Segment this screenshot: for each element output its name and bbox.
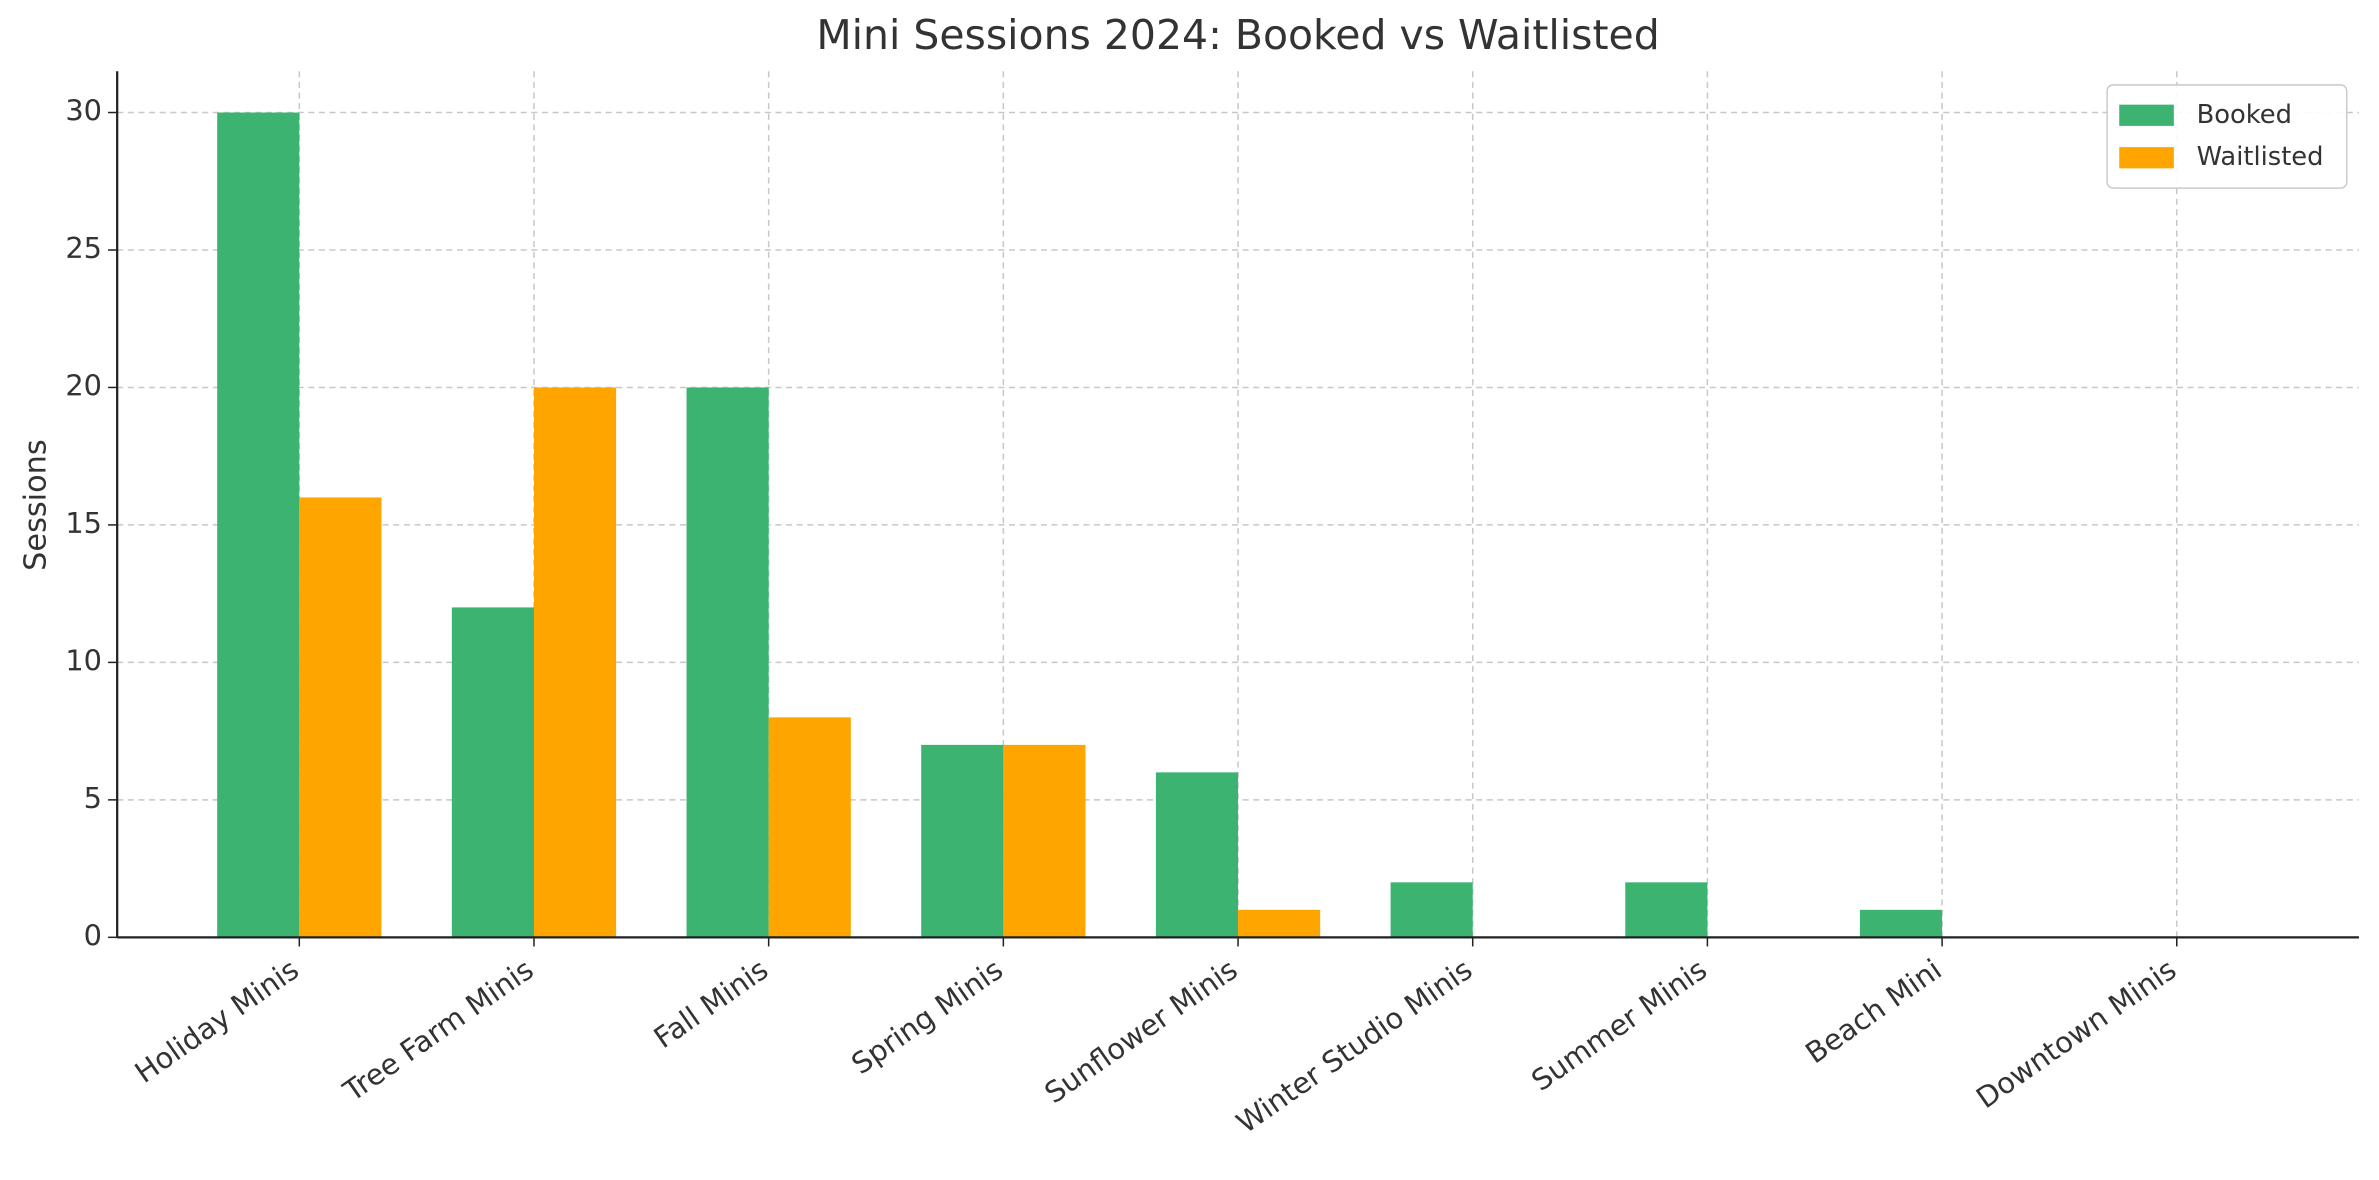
y-tick-label: 0	[84, 918, 102, 952]
y-tick-label: 15	[65, 506, 102, 540]
y-tick-label: 5	[84, 781, 102, 815]
bar	[1003, 744, 1086, 938]
bar	[921, 744, 1004, 938]
bar	[1238, 909, 1321, 938]
x-tick-label: Spring Minis	[845, 952, 1009, 1081]
bar	[1155, 772, 1239, 938]
y-tick-label: 10	[65, 643, 102, 677]
x-tick-label: Beach Mini	[1799, 952, 1947, 1070]
x-tick-label: Winter Studio Minis	[1230, 952, 1478, 1140]
x-tick-label: Summer Minis	[1525, 952, 1713, 1098]
legend: Booked Waitlisted	[2106, 84, 2348, 189]
y-axis-label: Sessions	[18, 439, 53, 571]
legend-swatch	[2119, 104, 2174, 126]
y-tick-label: 25	[65, 231, 102, 265]
bar	[217, 112, 300, 938]
bar	[533, 387, 617, 938]
bar	[1859, 909, 1943, 938]
legend-label: Booked	[2197, 100, 2292, 130]
y-tick-label: 30	[65, 94, 102, 128]
legend-swatch	[2119, 147, 2174, 169]
bar	[768, 717, 851, 938]
chart-title: Mini Sessions 2024: Booked vs Waitlisted	[816, 11, 1659, 59]
y-tick-label: 20	[65, 368, 102, 402]
x-tick-label: Holiday Minis	[129, 952, 305, 1090]
bar	[686, 387, 769, 938]
bar	[299, 497, 382, 938]
bar	[1625, 882, 1708, 938]
x-tick-label: Downtown Minis	[1970, 952, 2182, 1115]
x-tick-label: Sunflower Minis	[1038, 952, 1243, 1110]
bar	[1390, 882, 1473, 938]
legend-label: Waitlisted	[2197, 142, 2324, 172]
x-tick-label: Fall Minis	[648, 952, 775, 1055]
x-tick-label: Tree Farm Minis	[336, 952, 539, 1109]
bar	[451, 607, 534, 938]
